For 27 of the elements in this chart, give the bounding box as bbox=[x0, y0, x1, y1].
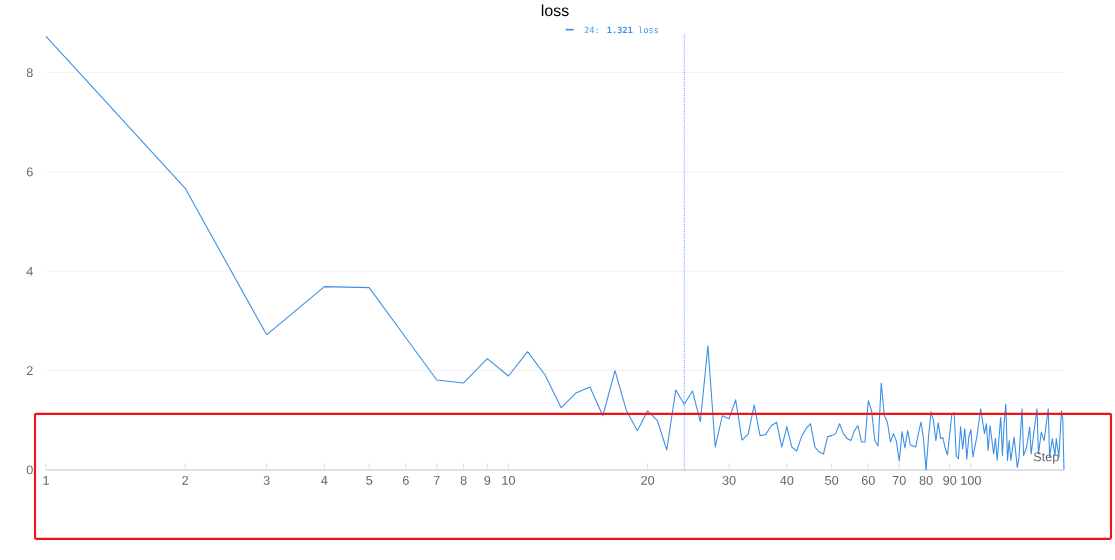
x-tick-label: 20 bbox=[641, 475, 655, 485]
x-tick-label: 7 bbox=[433, 475, 440, 485]
x-tick-label: 10 bbox=[502, 475, 515, 485]
x-tick-label: 80 bbox=[919, 475, 933, 485]
y-tick-label: 2 bbox=[26, 366, 33, 376]
chart-title: loss bbox=[541, 4, 569, 17]
x-tick-label: 4 bbox=[321, 475, 328, 485]
x-tick-label: 100 bbox=[961, 475, 981, 485]
y-tick-label: 8 bbox=[26, 68, 33, 78]
x-tick-label: 1 bbox=[43, 475, 49, 485]
x-tick-label: 30 bbox=[722, 475, 736, 485]
x-tick-label: 40 bbox=[780, 475, 794, 485]
x-tick-label: 70 bbox=[892, 475, 906, 485]
x-tick-label: 9 bbox=[484, 475, 491, 485]
x-tick-label: 60 bbox=[861, 475, 875, 485]
annotation: 24: 1.321 loss bbox=[584, 26, 659, 34]
x-tick-label: 5 bbox=[366, 475, 373, 485]
y-tick-label: 0 bbox=[26, 465, 33, 475]
x-tick-label: 6 bbox=[402, 475, 409, 485]
y-tick-label: 6 bbox=[26, 167, 33, 177]
y-tick-label: 4 bbox=[26, 266, 33, 276]
x-tick-label: 3 bbox=[263, 475, 270, 485]
x-tick-label: 2 bbox=[182, 475, 189, 485]
x-tick-label: 8 bbox=[460, 475, 467, 485]
x-axis-title: Step bbox=[1033, 452, 1059, 464]
x-tick-label: 90 bbox=[943, 475, 957, 485]
x-tick-label: 50 bbox=[825, 475, 839, 485]
